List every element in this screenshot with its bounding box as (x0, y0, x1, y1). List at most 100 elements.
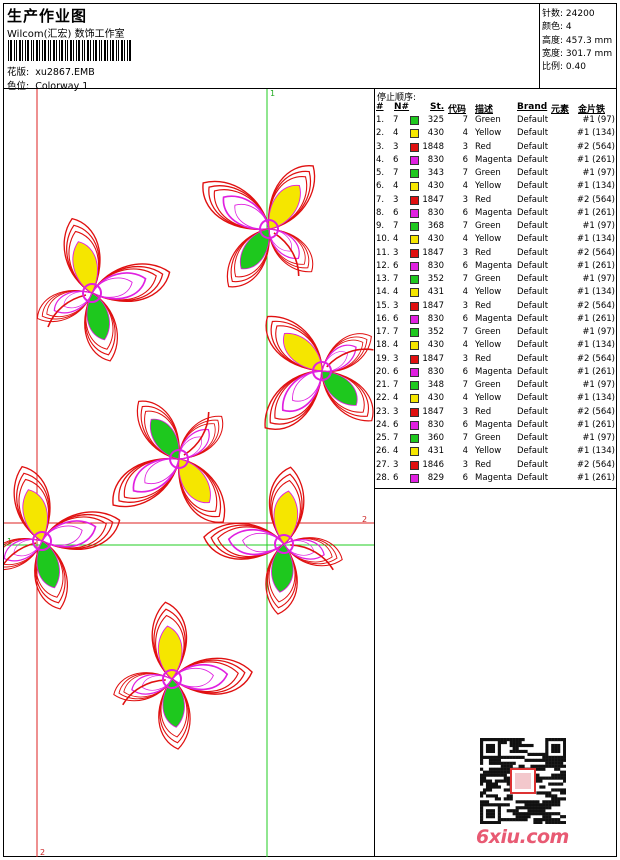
embroidery-flower (113, 601, 253, 750)
row-sequin: #1 (97) (582, 433, 615, 443)
table-row: 7. 3 1847 3 Red Default #2 (564) (374, 195, 617, 208)
row-index: 13. (376, 274, 390, 284)
table-row: 13. 7 352 7 Green Default #1 (97) (374, 274, 617, 287)
row-code: 7 (462, 380, 468, 390)
color-swatch (410, 222, 419, 231)
row-needle: 6 (393, 154, 399, 165)
row-stitches: 430 (427, 340, 444, 351)
row-sequin: #1 (134) (576, 287, 615, 298)
row-stitches: 430 (427, 181, 444, 192)
row-stitches: 1847 (422, 247, 444, 258)
watermark: 6xiu.com (476, 826, 569, 848)
row-sequin: #1 (97) (582, 168, 615, 178)
row-code: 3 (462, 247, 468, 258)
row-stitches: 352 (427, 327, 444, 337)
row-brand: Default (517, 194, 549, 205)
col-header-description: 描述 (475, 105, 494, 115)
row-description: Magenta (475, 260, 513, 271)
row-code: 6 (462, 260, 468, 271)
row-needle: 4 (393, 393, 399, 404)
row-brand: Default (517, 287, 549, 298)
row-sequin: #1 (134) (576, 128, 615, 139)
row-brand: Default (517, 247, 549, 258)
row-sequin: #1 (134) (576, 393, 615, 404)
color-swatch (410, 208, 419, 218)
row-needle: 6 (393, 366, 399, 377)
row-brand: Default (517, 446, 549, 457)
row-stitches: 1847 (422, 353, 444, 364)
table-row: 20. 6 830 6 Magenta Default #1 (261) (374, 367, 617, 380)
table-row: 24. 6 830 6 Magenta Default #1 (261) (374, 420, 617, 433)
row-description: Red (475, 141, 492, 152)
row-index: 6. (376, 181, 385, 192)
row-description: Magenta (475, 419, 513, 430)
row-stitches: 431 (427, 287, 444, 298)
row-sequin: #1 (97) (582, 327, 615, 337)
color-swatch (410, 195, 419, 205)
row-index: 11. (376, 247, 390, 258)
row-index: 27. (376, 459, 390, 470)
row-brand: Default (517, 393, 549, 404)
row-index: 23. (376, 406, 390, 417)
table-row: 2. 4 430 4 Yellow Default #1 (134) (374, 128, 617, 141)
row-code: 6 (462, 419, 468, 430)
color-swatch (410, 275, 419, 284)
row-stitches: 430 (427, 234, 444, 245)
row-description: Yellow (475, 340, 502, 351)
row-needle: 4 (393, 181, 399, 192)
color-swatch (410, 301, 419, 311)
color-swatch (410, 354, 419, 364)
row-index: 12. (376, 260, 390, 271)
row-brand: Default (517, 260, 549, 271)
row-description: Red (475, 300, 492, 311)
row-sequin: #1 (97) (582, 274, 615, 284)
color-swatch (410, 235, 419, 245)
row-code: 7 (462, 327, 468, 337)
row-sequin: #2 (564) (576, 247, 615, 258)
row-code: 7 (462, 274, 468, 284)
color-swatch (410, 261, 419, 271)
color-swatch (410, 341, 419, 351)
row-sequin: #2 (564) (576, 141, 615, 152)
table-row: 17. 7 352 7 Green Default #1 (97) (374, 327, 617, 340)
row-sequin: #1 (261) (576, 472, 615, 483)
row-stitches: 343 (427, 168, 444, 178)
color-swatch (410, 314, 419, 324)
row-index: 22. (376, 393, 390, 404)
row-code: 3 (462, 406, 468, 417)
row-stitches: 348 (427, 380, 444, 390)
row-sequin: #1 (261) (576, 313, 615, 324)
row-index: 7. (376, 194, 385, 205)
row-sequin: #1 (261) (576, 419, 615, 430)
guide-label-h2: 2 (362, 515, 367, 524)
row-needle: 3 (393, 300, 399, 311)
row-description: Magenta (475, 207, 513, 218)
row-index: 8. (376, 207, 385, 218)
color-swatch (410, 182, 419, 192)
stop-sequence-title: 停止顺序: (377, 93, 417, 103)
row-stitches: 352 (427, 274, 444, 284)
row-brand: Default (517, 234, 549, 245)
row-brand: Default (517, 141, 549, 152)
color-swatch (410, 288, 419, 298)
row-description: Red (475, 194, 492, 205)
row-stitches: 830 (427, 260, 444, 271)
row-description: Yellow (475, 181, 502, 192)
row-description: Green (475, 221, 501, 231)
color-swatch (410, 129, 419, 139)
row-code: 6 (462, 313, 468, 324)
table-row: 27. 3 1846 3 Red Default #2 (564) (374, 460, 617, 473)
color-swatch (410, 407, 419, 417)
row-description: Green (475, 274, 501, 284)
barcode (8, 40, 131, 61)
embroidery-flower (4, 465, 121, 610)
row-index: 16. (376, 313, 390, 324)
row-description: Green (475, 380, 501, 390)
row-code: 7 (462, 221, 468, 231)
row-stitches: 360 (427, 433, 444, 443)
row-sequin: #2 (564) (576, 194, 615, 205)
table-row: 14. 4 431 4 Yellow Default #1 (134) (374, 287, 617, 300)
row-sequin: #1 (134) (576, 446, 615, 457)
row-needle: 7 (393, 380, 399, 390)
row-index: 9. (376, 221, 385, 231)
